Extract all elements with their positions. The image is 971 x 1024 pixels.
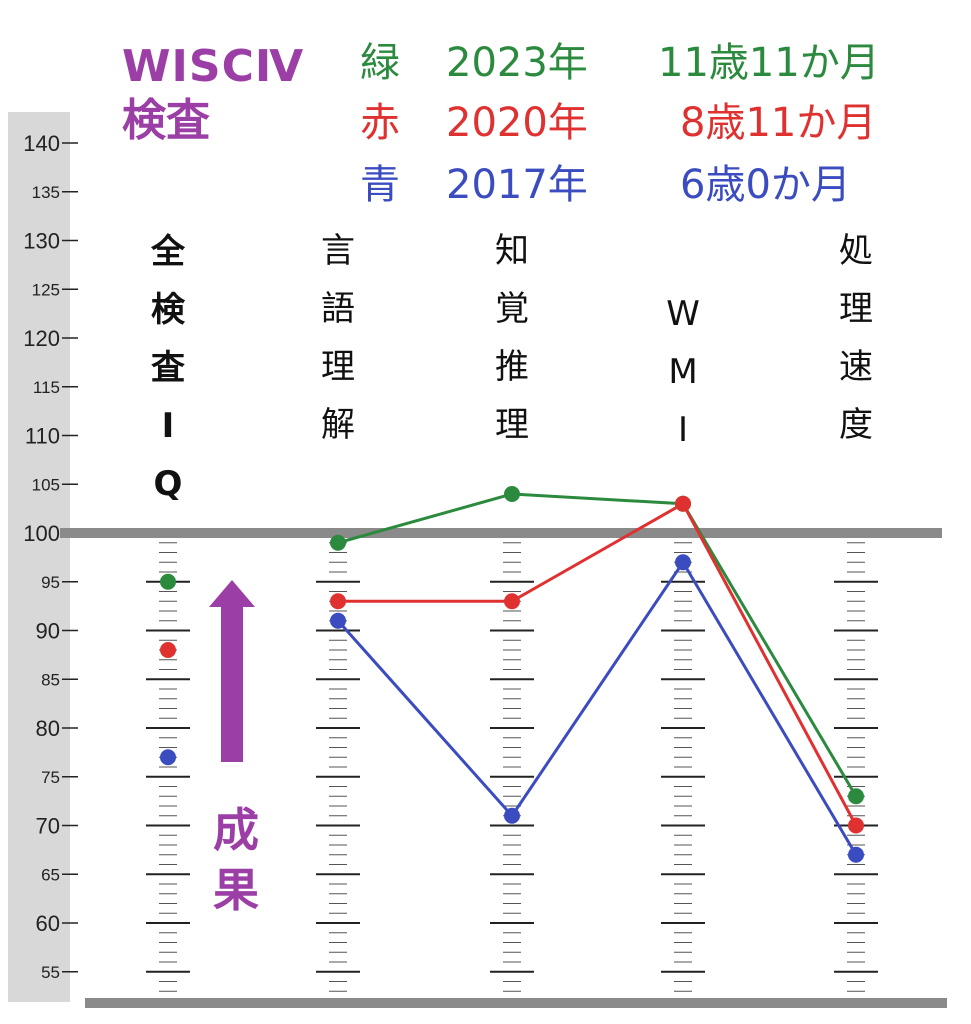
category-label-char: I [677, 410, 689, 450]
y-tick-label: 105 [32, 475, 60, 494]
data-point [160, 642, 176, 658]
legend-year: 2023年 [446, 40, 588, 86]
y-tick-label: 85 [41, 670, 60, 689]
category-label-char: 言 [321, 231, 355, 271]
category-label-char: 知 [495, 231, 529, 271]
series-line [336, 559, 858, 856]
reference-line-100 [60, 528, 942, 538]
y-tick-label: 140 [23, 131, 60, 156]
legend-age: 8歳11か月 [680, 100, 877, 146]
category-label-char: 覚 [495, 289, 529, 329]
category-label-char: 処 [839, 231, 873, 271]
data-point [848, 817, 864, 834]
y-axis-ruler [8, 112, 70, 1002]
category-label-char: 語 [321, 289, 355, 329]
bottom-bar [85, 998, 947, 1008]
y-tick-label: 125 [32, 280, 60, 299]
legend-color-word: 青 [360, 162, 400, 208]
legend-year: 2017年 [446, 162, 588, 208]
y-tick-label: 80 [36, 716, 60, 741]
legend-age: 11歳11か月 [658, 40, 880, 86]
progress-annotation: 成果 [213, 803, 259, 917]
data-point [504, 807, 520, 824]
y-tick-label: 60 [36, 911, 60, 936]
category-label-char: 理 [839, 289, 873, 329]
category-label-char: W [666, 294, 700, 334]
data-point [848, 788, 864, 805]
category-label-char: 全 [151, 232, 185, 272]
category-label-char: Q [153, 464, 183, 504]
legend-age: 6歳0か月 [680, 162, 851, 208]
y-tick-label: 100 [23, 521, 60, 546]
progress-arrow [209, 580, 255, 762]
data-point [330, 612, 346, 629]
category-label-char: 理 [495, 405, 529, 445]
category-label-char: 度 [839, 405, 873, 445]
category-label-char: 査 [151, 348, 185, 388]
category-rulers [146, 532, 878, 1002]
category-label-char: M [668, 352, 698, 392]
y-tick-label: 70 [36, 814, 60, 839]
legend-color-word: 緑 [360, 40, 400, 86]
series-lines [160, 486, 864, 863]
series-line [337, 492, 858, 798]
series-line [338, 501, 858, 827]
legend-year: 2020年 [446, 100, 588, 146]
y-tick-label: 75 [41, 768, 60, 787]
category-label-char: 推 [495, 347, 529, 387]
y-tick-label: 90 [36, 619, 60, 644]
y-tick-label: 130 [23, 229, 60, 254]
data-point [504, 593, 520, 610]
y-tick-label: 55 [41, 963, 60, 982]
y-tick-label: 120 [23, 326, 60, 351]
category-label-char: 速 [839, 347, 873, 387]
y-tick-label: 110 [25, 424, 60, 449]
y-tick-label: 65 [41, 865, 60, 884]
y-axis: 140 135 130 125 120 115 110 105 100 95 90 85 80 75 70 6… [23, 131, 78, 982]
category-label-char: 検 [151, 290, 185, 330]
data-point [330, 534, 346, 551]
title-line-2: 検査 [122, 95, 210, 146]
y-tick-label: 135 [32, 183, 60, 202]
data-point [504, 486, 520, 502]
y-tick-label: 95 [41, 573, 60, 592]
legend-color-word: 赤 [360, 100, 400, 146]
data-point [848, 846, 864, 863]
y-tick-label: 115 [33, 378, 60, 397]
data-point [675, 495, 691, 512]
data-point [675, 554, 691, 571]
title-line-1: WISCⅣ [122, 41, 305, 92]
category-label-char: 理 [321, 347, 355, 387]
data-point [330, 593, 346, 610]
category-label-char: I [161, 406, 175, 446]
category-label-char: 解 [321, 405, 355, 445]
data-point [160, 749, 176, 766]
chart-title: WISCⅣ 検査 [122, 42, 304, 150]
data-point [160, 573, 176, 590]
